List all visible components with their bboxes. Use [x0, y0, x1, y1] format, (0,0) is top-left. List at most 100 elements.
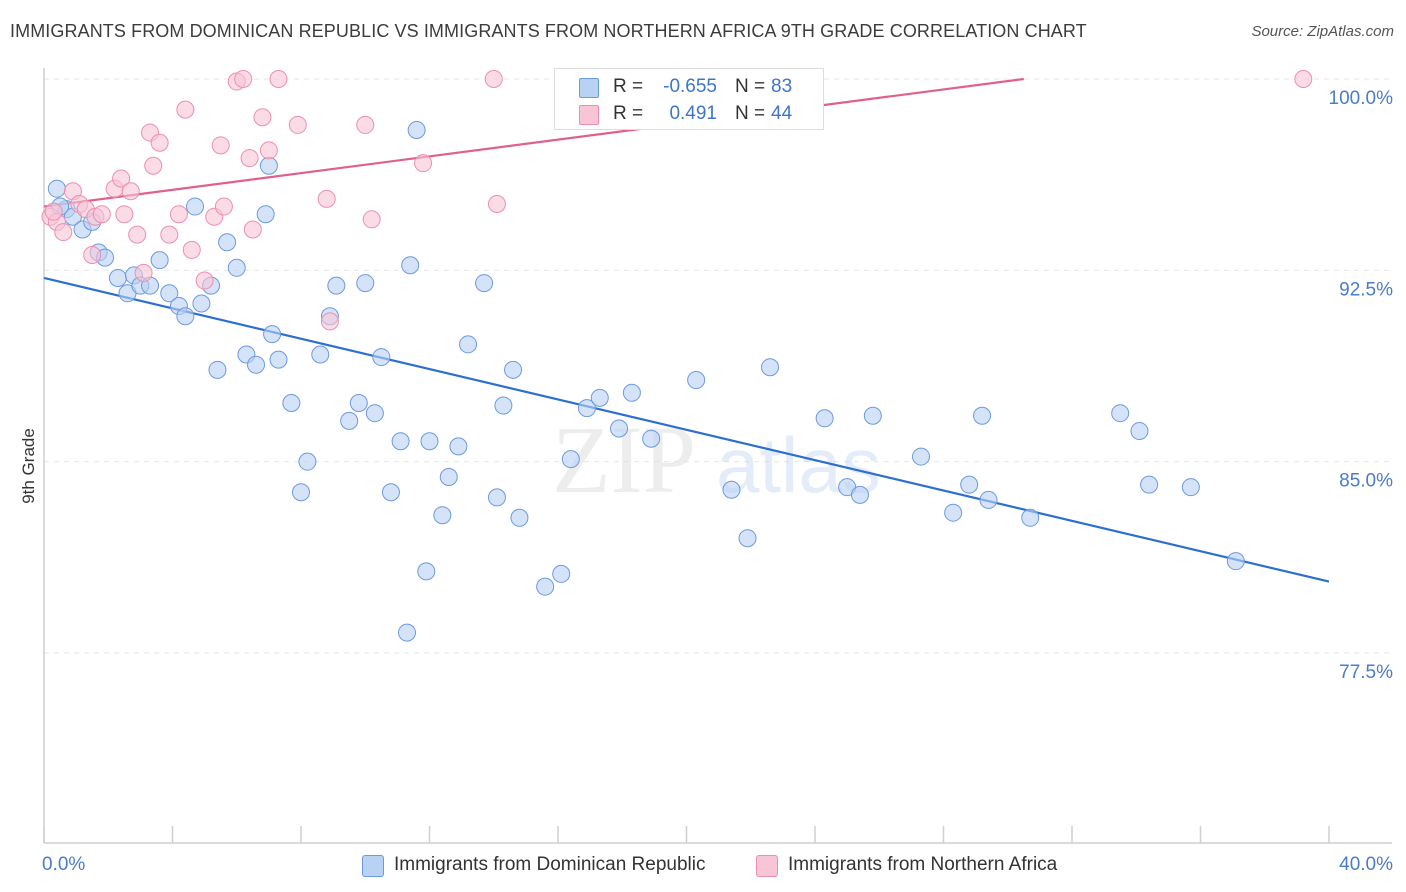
point-northern-africa	[414, 154, 433, 173]
point-dominican	[218, 233, 237, 252]
point-dominican	[349, 393, 368, 412]
source-label: Source: ZipAtlas.com	[1251, 23, 1394, 40]
point-northern-africa	[253, 108, 272, 127]
y-axis-title: 9th Grade	[19, 428, 38, 504]
point-dominican	[973, 406, 992, 425]
legend-swatch-pink	[756, 855, 778, 877]
point-dominican	[256, 205, 275, 224]
point-dominican	[356, 274, 375, 293]
point-dominican	[417, 562, 436, 581]
r-value: 0.491	[669, 103, 717, 124]
point-dominican	[259, 156, 278, 175]
point-dominican	[1140, 475, 1159, 494]
point-dominican	[263, 325, 282, 344]
point-dominican	[761, 358, 780, 377]
point-dominican	[960, 475, 979, 494]
x-tick-label-min: 0.0%	[42, 854, 85, 875]
point-northern-africa	[115, 205, 134, 224]
point-dominican	[185, 197, 204, 216]
r-label: R =	[613, 76, 644, 97]
point-dominican	[1130, 422, 1149, 441]
point-dominican	[108, 268, 127, 287]
point-dominican	[687, 371, 706, 390]
legend-swatch-pink	[579, 105, 599, 125]
point-dominican	[311, 345, 330, 364]
axes	[43, 68, 1392, 844]
point-northern-africa	[195, 271, 214, 290]
point-northern-africa	[128, 225, 147, 244]
series-legend: Immigrants from Dominican Republic Immig…	[0, 850, 1406, 880]
point-northern-africa	[83, 246, 102, 265]
point-dominican	[1111, 404, 1130, 423]
point-northern-africa	[288, 115, 307, 134]
point-northern-africa	[44, 202, 63, 221]
point-dominican	[227, 258, 246, 277]
y-tick-label: 77.5%	[1339, 662, 1393, 683]
point-dominican	[381, 483, 400, 502]
point-dominican	[504, 360, 523, 379]
point-dominican	[475, 274, 494, 293]
trend-lines	[43, 77, 1330, 583]
point-northern-africa	[317, 189, 336, 208]
point-northern-africa	[243, 220, 262, 239]
n-value: 44	[771, 103, 793, 124]
point-dominican	[863, 406, 882, 425]
point-dominican	[494, 396, 513, 415]
point-dominican	[590, 388, 609, 407]
point-dominican	[815, 409, 834, 428]
point-northern-africa	[134, 263, 153, 282]
point-northern-africa	[211, 136, 230, 155]
point-northern-africa	[484, 70, 503, 88]
point-dominican	[176, 307, 195, 326]
trend-line-dominican	[43, 276, 1330, 583]
point-northern-africa	[234, 70, 253, 88]
point-dominican	[610, 419, 629, 438]
point-dominican	[401, 256, 420, 275]
point-northern-africa	[356, 115, 375, 134]
legend-row-northern-africa: R = 0.491 N = 44	[555, 101, 823, 127]
point-dominican	[577, 399, 596, 418]
point-northern-africa	[160, 225, 179, 244]
point-northern-africa	[259, 141, 278, 160]
point-dominican	[292, 483, 310, 502]
point-dominican	[391, 432, 410, 451]
point-dominican	[407, 121, 426, 140]
point-dominican	[269, 350, 288, 369]
x-tick-label-max: 40.0%	[1339, 854, 1393, 875]
n-value: 83	[771, 76, 793, 97]
point-dominican	[1226, 552, 1245, 571]
point-dominican	[282, 393, 301, 412]
point-northern-africa	[150, 133, 169, 152]
point-dominican	[150, 251, 169, 270]
y-tick-labels: 100.0% 92.5% 85.0% 77.5%	[1329, 88, 1394, 683]
point-dominican	[459, 335, 478, 354]
legend-swatch-blue	[362, 855, 384, 877]
n-label: N =	[735, 76, 766, 97]
point-dominican	[192, 294, 211, 313]
point-dominican	[510, 508, 529, 527]
point-northern-africa	[121, 182, 140, 201]
point-dominican	[622, 383, 641, 402]
point-northern-africa	[92, 205, 111, 224]
point-dominican	[944, 503, 963, 522]
point-dominican	[340, 411, 359, 430]
point-dominican	[372, 348, 391, 367]
point-northern-africa	[182, 240, 201, 259]
point-northern-africa	[54, 223, 73, 242]
data-points	[41, 70, 1313, 642]
point-northern-africa	[144, 156, 163, 175]
point-northern-africa	[214, 197, 233, 216]
point-dominican	[722, 480, 741, 499]
point-dominican	[536, 577, 555, 596]
point-northern-africa	[176, 100, 195, 119]
point-dominican	[433, 506, 452, 525]
y-tick-label: 85.0%	[1339, 471, 1393, 492]
point-dominican	[979, 490, 998, 509]
point-dominican	[1021, 508, 1040, 527]
legend-label: Immigrants from Northern Africa	[788, 854, 1058, 875]
y-tick-label: 100.0%	[1329, 88, 1394, 109]
point-dominican	[247, 355, 266, 374]
point-northern-africa	[112, 169, 131, 188]
point-dominican	[160, 284, 179, 303]
